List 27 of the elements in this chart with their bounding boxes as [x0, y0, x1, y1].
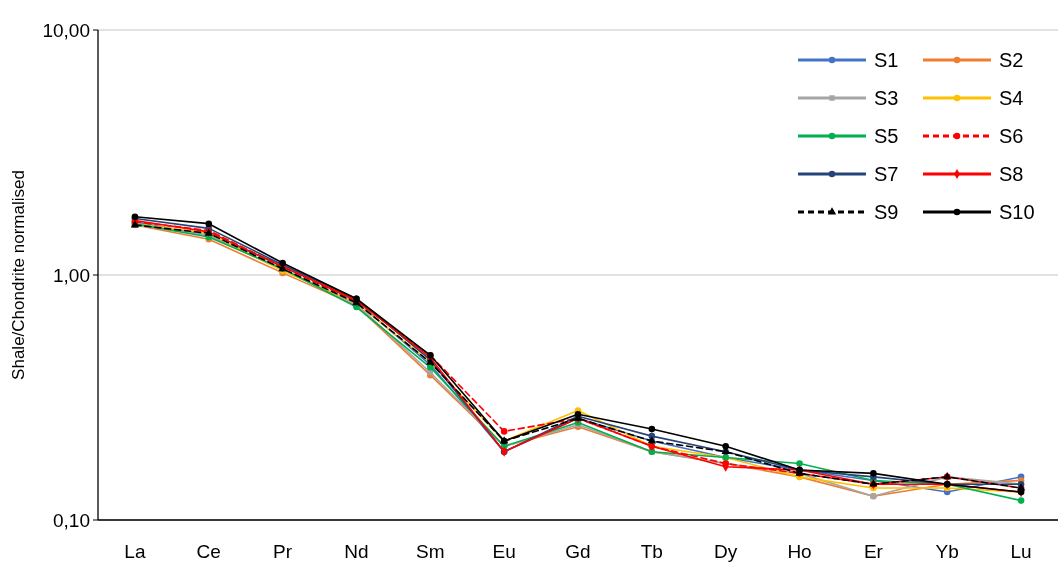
- legend-label: S7: [874, 163, 899, 185]
- legend-label: S6: [999, 125, 1024, 147]
- legend-label: S2: [999, 49, 1024, 71]
- x-tick-label: La: [124, 541, 146, 562]
- x-tick-label: Er: [863, 541, 884, 562]
- x-tick-label: Gd: [565, 541, 591, 562]
- x-tick-label: Dy: [714, 541, 738, 562]
- x-tick-label: Lu: [1010, 541, 1032, 562]
- legend-label: S9: [874, 201, 899, 223]
- x-tick-label: Pr: [273, 541, 293, 562]
- y-tick-label: 10,00: [42, 19, 90, 41]
- y-tick-label: 1,00: [53, 264, 90, 286]
- legend-label: S5: [874, 125, 899, 147]
- legend-label: S3: [874, 87, 899, 109]
- x-tick-label: Yb: [935, 541, 959, 562]
- legend-label: S8: [999, 163, 1024, 185]
- legend-label: S4: [999, 87, 1024, 109]
- y-tick-label: 0,10: [53, 509, 90, 531]
- x-tick-label: Ce: [196, 541, 221, 562]
- x-tick-label: Nd: [344, 541, 369, 562]
- x-tick-label: Ho: [787, 541, 812, 562]
- legend-label: S10: [999, 201, 1035, 223]
- legend-label: S1: [874, 49, 899, 71]
- y-axis-title: Shale/Chondrite normalised: [9, 170, 28, 380]
- x-tick-label: Sm: [416, 541, 445, 562]
- x-tick-label: Eu: [492, 541, 516, 562]
- x-tick-label: Tb: [640, 541, 663, 562]
